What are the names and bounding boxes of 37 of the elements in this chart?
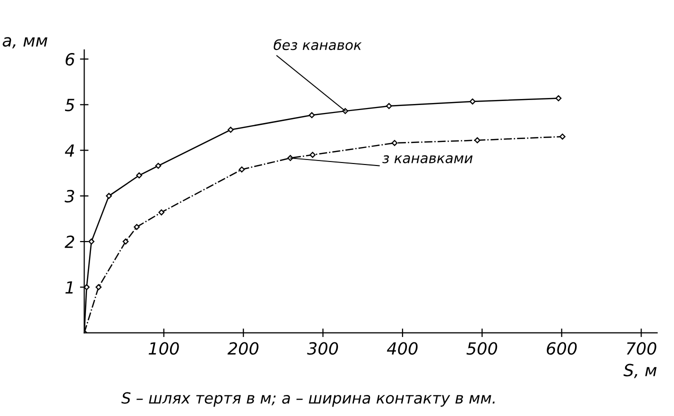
point [88, 238, 94, 245]
point [155, 162, 162, 169]
y-tick-label: 5 [64, 98, 74, 112]
point [238, 166, 245, 172]
point [106, 192, 112, 199]
point [386, 103, 392, 110]
x-tick-label: 500 [466, 342, 498, 355]
point [96, 284, 102, 290]
x-tick-label: 200 [228, 342, 258, 355]
series-label: з канавками [382, 155, 473, 164]
y-axis-title: а, мм [2, 37, 48, 48]
point [474, 137, 480, 144]
point [228, 126, 234, 133]
x-axis-title: S, м [624, 364, 657, 378]
point [555, 95, 562, 102]
y-tick-label: 2 [64, 236, 74, 248]
x-tick-label: 400 [386, 342, 418, 355]
x-tick-label: 600 [546, 342, 577, 355]
y-tick-label: 1 [65, 281, 73, 294]
x-tick-label: 700 [626, 342, 656, 355]
y-tick-label: 3 [64, 190, 74, 202]
point [308, 112, 315, 118]
y-tick-label: 6 [66, 53, 74, 66]
point [136, 172, 142, 178]
point [559, 134, 566, 140]
x-tick-label: 100 [148, 342, 179, 355]
y-tick-label: 4 [64, 144, 74, 157]
point [310, 152, 316, 158]
point [392, 140, 398, 146]
point [84, 284, 90, 290]
point [134, 224, 140, 230]
point [122, 238, 129, 245]
text: без канавок [274, 39, 362, 50]
text: S – шлях тертя в м; а – ширина контакту в мм. [121, 392, 495, 407]
x-tick-label: 300 [307, 342, 338, 355]
point [470, 98, 476, 104]
point [158, 209, 164, 216]
